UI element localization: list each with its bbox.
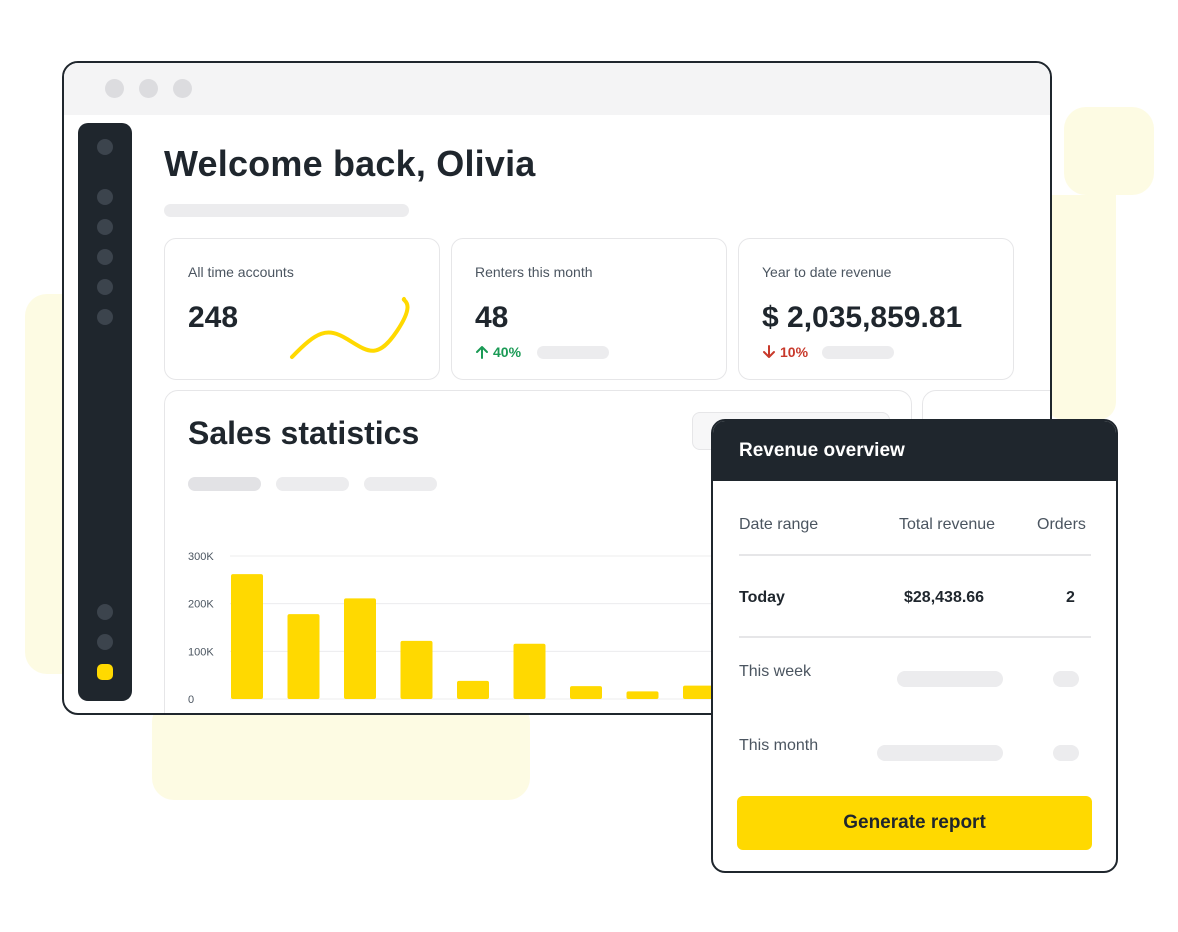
month-revenue-placeholder xyxy=(877,745,1003,761)
trend-value: 10% xyxy=(780,344,809,360)
window-control-dot[interactable] xyxy=(105,79,124,98)
chart-bar[interactable] xyxy=(683,685,715,699)
page-title: Welcome back, Olivia xyxy=(164,143,536,184)
stat-card-renters[interactable]: Renters this month 48 40% xyxy=(451,238,727,380)
today-orders: 2 xyxy=(1066,589,1075,606)
y-tick-label: 200K xyxy=(188,599,214,611)
chart-bar[interactable] xyxy=(513,643,546,699)
arrow-down-icon xyxy=(763,345,775,358)
stat-card-revenue[interactable]: Year to date revenue $ 2,035,859.81 10% xyxy=(738,238,1014,380)
sidebar-item[interactable] xyxy=(97,634,113,650)
sidebar xyxy=(78,123,132,701)
trend-indicator: 10% xyxy=(762,344,808,360)
sales-title: Sales statistics xyxy=(188,415,420,451)
stat-value: 248 xyxy=(188,301,239,334)
trend-placeholder xyxy=(822,346,894,359)
sidebar-item[interactable] xyxy=(97,139,113,155)
trend-placeholder xyxy=(537,346,609,359)
generate-report-button[interactable]: Generate report xyxy=(737,796,1092,850)
sidebar-item[interactable] xyxy=(97,249,113,265)
y-tick-label: 300K xyxy=(188,551,214,563)
sidebar-item[interactable] xyxy=(97,309,113,325)
panel-title: Revenue overview xyxy=(713,421,1116,481)
chart-bar[interactable] xyxy=(400,640,433,699)
window-titlebar xyxy=(64,63,1050,115)
sparkline xyxy=(290,297,410,359)
column-header-orders: Orders xyxy=(1037,516,1086,533)
sidebar-item[interactable] xyxy=(97,219,113,235)
background-shape-bottom xyxy=(152,700,530,800)
week-revenue-placeholder xyxy=(897,671,1003,687)
chart-bar[interactable] xyxy=(344,598,376,699)
arrow-up-icon xyxy=(476,346,488,359)
sales-bar-chart: 0 100K 200K 300K xyxy=(188,551,905,706)
window-control-dot[interactable] xyxy=(139,79,158,98)
filter-tab[interactable] xyxy=(276,477,349,491)
row-label-this-week: This week xyxy=(739,663,812,680)
divider xyxy=(739,636,1091,638)
column-header-date-range: Date range xyxy=(739,516,819,533)
y-tick-label: 0 xyxy=(188,694,194,706)
chart-bar[interactable] xyxy=(570,686,602,699)
month-orders-placeholder xyxy=(1053,745,1079,761)
stat-label: Renters this month xyxy=(475,264,593,280)
y-tick-label: 100K xyxy=(188,646,214,658)
chart-bar[interactable] xyxy=(287,614,320,699)
sidebar-item-active[interactable] xyxy=(97,664,113,680)
chart-bar[interactable] xyxy=(231,574,263,699)
chart-bar[interactable] xyxy=(457,680,489,699)
row-label-this-month: This month xyxy=(739,737,819,754)
stat-label: Year to date revenue xyxy=(762,264,892,280)
stat-value: $ 2,035,859.81 xyxy=(762,301,963,334)
stat-value: 48 xyxy=(475,301,509,334)
sidebar-item[interactable] xyxy=(97,189,113,205)
stat-card-accounts[interactable]: All time accounts 248 xyxy=(164,238,440,380)
filter-tab[interactable] xyxy=(188,477,261,491)
stat-label: All time accounts xyxy=(188,264,294,280)
background-shape-right-lower xyxy=(1046,195,1116,420)
subtitle-placeholder xyxy=(164,204,409,217)
trend-indicator: 40% xyxy=(475,344,521,360)
window-control-dot[interactable] xyxy=(173,79,192,98)
chart-bar[interactable] xyxy=(626,691,659,699)
trend-value: 40% xyxy=(493,344,522,360)
today-total-revenue: $28,438.66 xyxy=(904,589,985,606)
column-header-total-revenue: Total revenue xyxy=(899,516,996,533)
row-label-today: Today xyxy=(739,589,785,606)
background-shape-right xyxy=(1064,107,1154,195)
sidebar-item[interactable] xyxy=(97,279,113,295)
revenue-overview-panel: Revenue overview Date range Total revenu… xyxy=(711,419,1118,873)
sidebar-item[interactable] xyxy=(97,604,113,620)
week-orders-placeholder xyxy=(1053,671,1079,687)
divider xyxy=(739,554,1091,556)
filter-tab[interactable] xyxy=(364,477,437,491)
